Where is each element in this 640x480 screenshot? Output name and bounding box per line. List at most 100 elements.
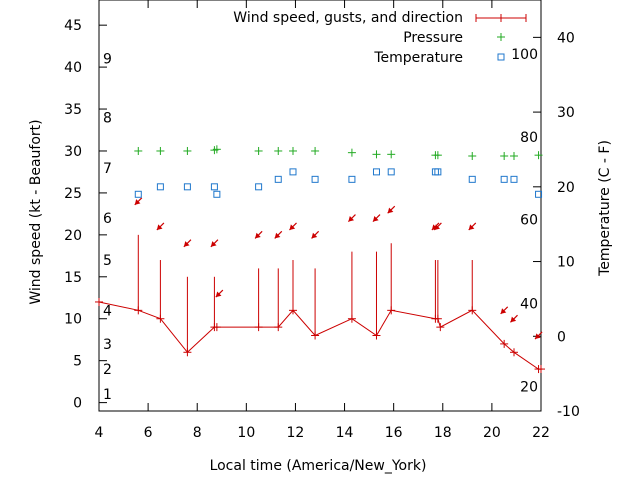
wind-direction-arrow — [433, 222, 442, 231]
y-left-tick-label: 25 — [64, 186, 82, 202]
x-axis-label: Local time (America/New_York) — [210, 458, 427, 474]
wind-speed-point — [156, 314, 165, 323]
temperature-point — [535, 190, 543, 198]
x-tick-label: 8 — [193, 425, 202, 441]
wind-speed-point — [500, 339, 509, 348]
arrow-head — [387, 207, 394, 214]
temperature-point — [210, 183, 218, 191]
wind-speed-point — [212, 323, 221, 332]
beaufort-label: 8 — [103, 110, 112, 126]
beaufort-label: 1 — [103, 387, 112, 403]
pressure-point — [509, 152, 518, 161]
wind-speed-point — [537, 365, 545, 374]
wind-direction-arrow — [274, 230, 283, 239]
y-left-tick-label: 30 — [64, 144, 82, 160]
wind-speed-point — [134, 306, 143, 315]
arrow-head — [289, 224, 296, 231]
wind-speed-point — [95, 297, 103, 306]
fahrenheit-labels: 20 40 60 80 100 — [511, 47, 538, 396]
pressure-point — [134, 146, 143, 155]
pressure-point — [468, 152, 477, 161]
temperature-point — [500, 175, 508, 183]
wind-direction-arrow — [534, 331, 543, 340]
x-tick-label: 10 — [237, 425, 255, 441]
pressure-point — [212, 145, 221, 154]
pressure-point — [288, 146, 297, 155]
legend-pressure-label: Pressure — [403, 30, 463, 46]
pressure-point — [372, 150, 381, 159]
wind-direction-arrow — [183, 239, 192, 248]
wind-direction-arrow — [387, 205, 396, 214]
beaufort-label: 7 — [103, 161, 112, 177]
wind-speed-point — [372, 331, 381, 340]
y-left-tick-label: 35 — [64, 102, 82, 118]
pressure-point — [156, 146, 165, 155]
temperature-point — [311, 175, 319, 183]
x-tick-label: 12 — [287, 425, 305, 441]
wind-speed-point — [274, 323, 283, 332]
legend-wind-marker — [497, 14, 505, 22]
plot-frame — [98, 0, 542, 412]
temperature-point — [468, 175, 476, 183]
x-tick-label: 22 — [532, 425, 550, 441]
legend-pressure-marker — [497, 33, 505, 41]
arrow-head — [156, 224, 163, 231]
pressure-point — [534, 151, 543, 160]
arrow-head — [500, 308, 507, 314]
wind-direction-arrow — [510, 314, 518, 323]
temperature-point — [183, 183, 191, 191]
x-tick-label: 4 — [95, 425, 104, 441]
temperature-point — [434, 168, 442, 176]
arrow-head — [311, 232, 318, 239]
wind-direction-arrow — [289, 222, 297, 231]
axis-ticks: 4 6 8 10 12 14 16 18 20 22051015202530354045-1001… — [64, 0, 580, 441]
pressure-point — [387, 150, 396, 159]
arrow-head — [210, 241, 217, 247]
beaufort-label: 4 — [103, 303, 112, 319]
y-right-tick-label: 0 — [557, 329, 566, 345]
arrow-head — [535, 333, 541, 340]
wind-speed-point — [311, 331, 320, 340]
fahrenheit-label: 40 — [520, 296, 538, 312]
pressure-point — [274, 146, 283, 155]
pressure-point — [311, 146, 320, 155]
pressure-point — [500, 152, 509, 161]
x-tick-label: 20 — [483, 425, 501, 441]
legend: Wind speed, gusts, and direction Pressur… — [233, 10, 527, 66]
y-left-tick-label: 0 — [73, 396, 82, 412]
pressure-point — [433, 151, 442, 160]
arrow-head — [255, 232, 261, 239]
wind-direction-arrow — [156, 222, 165, 231]
beaufort-label: 5 — [103, 253, 112, 269]
wind-speed-point — [509, 348, 518, 357]
wind-direction-arrows — [134, 197, 543, 340]
wind-direction-arrow — [311, 230, 320, 239]
temperature-point — [372, 168, 380, 176]
y-left-tick-label: 20 — [64, 228, 82, 244]
y-right-tick-label: -10 — [557, 404, 580, 420]
x-tick-label: 16 — [385, 425, 403, 441]
wind-direction-arrow — [254, 230, 263, 239]
beaufort-label: 6 — [103, 211, 112, 227]
y-left-tick-label: 45 — [64, 18, 82, 34]
pressure-series — [134, 145, 543, 161]
arrow-head — [510, 316, 517, 323]
fahrenheit-label: 100 — [511, 47, 538, 63]
y-axis-left-label: Wind speed (kt - Beaufort) — [28, 119, 44, 304]
y-left-tick-label: 40 — [64, 60, 82, 76]
fahrenheit-label: 20 — [520, 379, 538, 395]
x-tick-label: 6 — [144, 425, 153, 441]
pressure-point — [183, 146, 192, 155]
temperature-point — [213, 190, 221, 198]
arrow-head — [274, 232, 281, 239]
temperature-point — [255, 183, 263, 191]
wind-direction-arrow — [210, 239, 219, 248]
arrow-head — [183, 241, 190, 247]
wind-speed-point — [183, 348, 192, 357]
y-axis-right-label: Temperature (C - F) — [597, 140, 613, 277]
wind-speed-point — [468, 306, 477, 315]
pressure-point — [254, 146, 263, 155]
wind-series — [95, 297, 545, 374]
y-right-tick-label: 10 — [557, 255, 575, 271]
wind-speed-line — [98, 301, 541, 370]
